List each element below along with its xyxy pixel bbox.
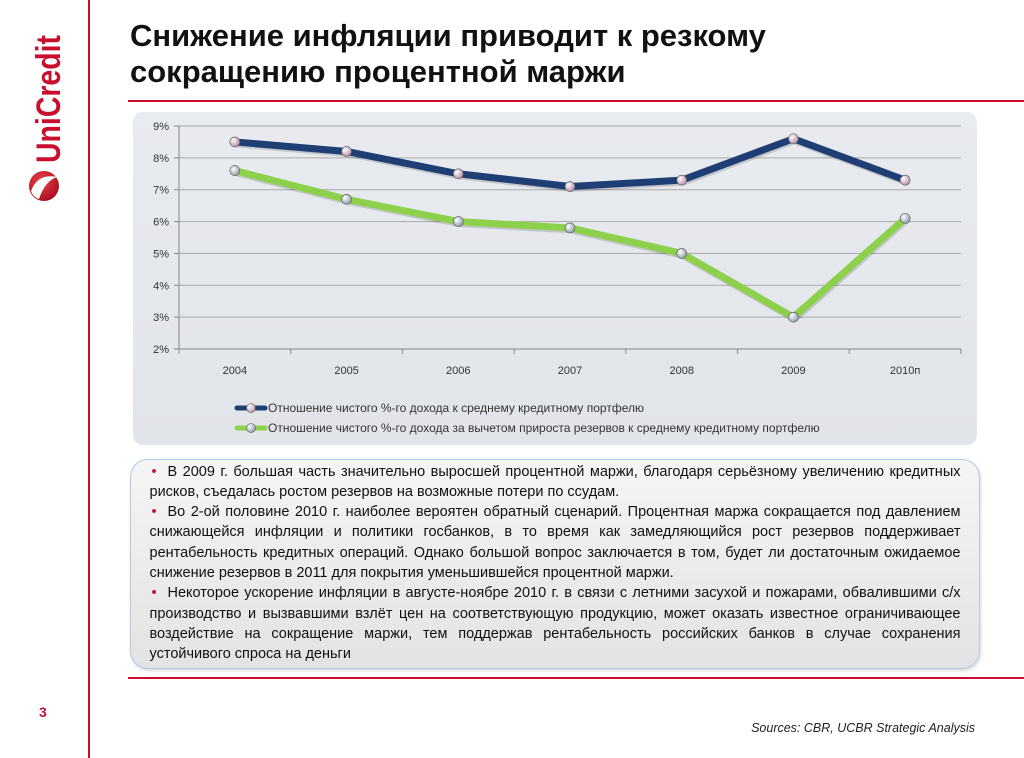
data-point bbox=[564, 181, 576, 192]
data-point bbox=[899, 174, 911, 186]
data-point bbox=[564, 222, 576, 234]
data-point bbox=[341, 146, 352, 157]
y-tick-label: 9% bbox=[153, 121, 169, 133]
data-point bbox=[229, 165, 241, 176]
page-number: 3 bbox=[39, 704, 47, 720]
legend-marker bbox=[246, 403, 256, 413]
series-line-1 bbox=[231, 135, 909, 191]
data-point bbox=[788, 311, 799, 323]
bullet-text: В 2009 г. большая часть значительно выро… bbox=[149, 463, 961, 500]
bullet-text: Некоторое ускорение инфляции в августе-н… bbox=[149, 585, 961, 663]
data-point bbox=[899, 213, 911, 224]
unicredit-emblem-icon bbox=[29, 171, 59, 201]
title-line-1: Снижение инфляции приводит к резкому bbox=[130, 18, 766, 53]
x-tick-label: 2010п bbox=[890, 365, 920, 377]
y-tick-label: 8% bbox=[153, 153, 169, 165]
x-tick-label: 2007 bbox=[558, 365, 582, 377]
legend-label: Отношение чистого %-го дохода к среднему… bbox=[268, 401, 644, 415]
line-chart: 2% 3% 4% 5% 6% 7% 8% 9% 2004 2005 2006 2007 2008 2009… bbox=[153, 121, 962, 435]
y-tick-label: 5% bbox=[153, 248, 169, 260]
y-tick-label: 4% bbox=[153, 280, 169, 292]
y-tick-label: 6% bbox=[153, 217, 169, 229]
bullet-item-3: • Некоторое ускорение инфляции в августе-… bbox=[150, 583, 961, 664]
y-tick-label: 7% bbox=[153, 185, 169, 197]
commentary-box: • В 2009 г. большая часть значительно выр… bbox=[130, 459, 980, 669]
bullet-item-1: • В 2009 г. большая часть значительно выр… bbox=[150, 462, 961, 503]
bullet-marker: • bbox=[151, 504, 157, 521]
x-tick-label: 2009 bbox=[781, 365, 805, 377]
data-point bbox=[341, 193, 352, 205]
bullet-marker: • bbox=[151, 463, 157, 480]
y-tick-label: 2% bbox=[153, 344, 169, 356]
data-point bbox=[788, 133, 799, 145]
data-point bbox=[229, 136, 241, 148]
emblem-swoosh bbox=[31, 176, 57, 199]
y-tick-label: 3% bbox=[153, 312, 169, 324]
series-line-2 bbox=[231, 167, 909, 321]
title-line-2: сокращению процентной маржи bbox=[130, 54, 626, 89]
legend-label: Отношение чистого %-го дохода за вычетом… bbox=[268, 421, 820, 435]
x-tick-label: 2004 bbox=[223, 365, 247, 377]
data-point bbox=[452, 216, 464, 227]
bullet-text: Во 2-ой половине 2010 г. наиболее вероят… bbox=[149, 504, 961, 581]
bullet-marker: • bbox=[151, 585, 157, 602]
sources-note: Sources: CBR, UCBR Strategic Analysis bbox=[751, 721, 975, 735]
slide-title: Снижение инфляции приводит к резкому сок… bbox=[130, 18, 766, 90]
unicredit-logo: UniCredit bbox=[29, 35, 68, 201]
legend-marker bbox=[246, 423, 256, 433]
data-point bbox=[452, 168, 464, 180]
chart-panel: 2% 3% 4% 5% 6% 7% 8% 9% 2004 2005 2006 2007 2008 2009… bbox=[133, 112, 977, 445]
vertical-divider bbox=[88, 0, 90, 758]
footer-divider bbox=[128, 677, 1024, 679]
x-tick-label: 2005 bbox=[334, 365, 358, 377]
bullet-item-2: • Во 2-ой половине 2010 г. наиболее вероя… bbox=[150, 502, 961, 583]
data-point bbox=[676, 174, 688, 186]
data-point bbox=[676, 248, 688, 259]
title-divider bbox=[128, 100, 1024, 102]
logo-wordmark: UniCredit bbox=[30, 35, 68, 163]
x-tick-label: 2008 bbox=[669, 365, 693, 377]
x-tick-label: 2006 bbox=[446, 365, 470, 377]
